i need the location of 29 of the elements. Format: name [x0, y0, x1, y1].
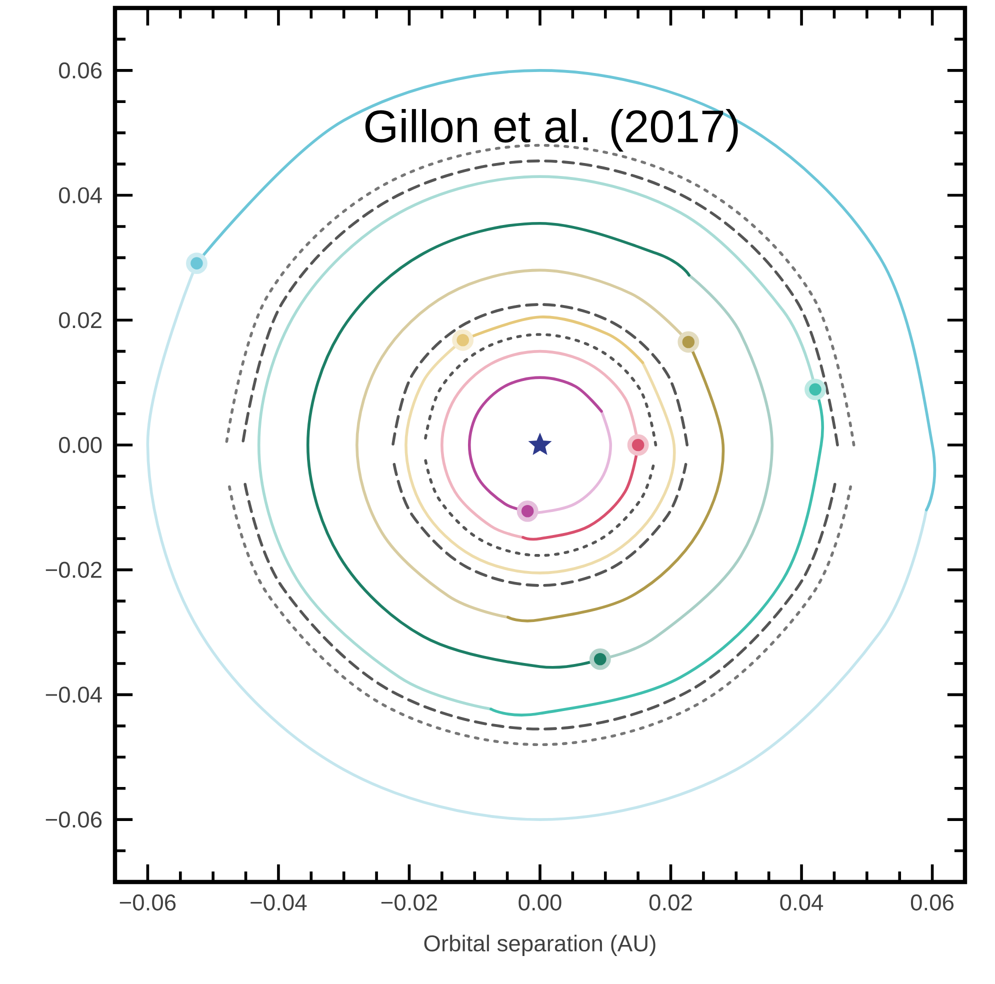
x-tick-label: 0.04: [780, 894, 824, 911]
x-tick-label: 0.00: [518, 894, 562, 911]
x-tick-label: −0.06: [120, 894, 176, 911]
annotation: Gillon et al. (2017): [365, 109, 738, 152]
y-tick-label: 0.06: [59, 62, 102, 78]
point: [589, 648, 611, 670]
line-series: [424, 459, 656, 557]
y-tick-label: −0.04: [46, 686, 102, 703]
line-series: [306, 222, 690, 669]
x-axis-title: Orbital separation (AU): [424, 934, 656, 956]
point: [678, 331, 700, 353]
point: [529, 434, 551, 454]
y-tick-label: −0.06: [46, 811, 102, 828]
point: [627, 434, 649, 456]
y-tick-label: −0.02: [46, 562, 102, 578]
y-tick-label: 0.00: [59, 436, 102, 454]
point: [452, 329, 474, 351]
point: [186, 252, 208, 274]
x-tick-label: 0.02: [649, 894, 692, 911]
x-tick-label: −0.04: [250, 894, 307, 911]
point: [516, 500, 538, 522]
x-tick-label: −0.02: [381, 894, 437, 911]
y-tick-label: 0.02: [59, 312, 102, 328]
line-series: [391, 303, 689, 446]
x-tick-label: 0.06: [910, 894, 954, 911]
line-series: [392, 462, 688, 587]
point: [804, 378, 826, 400]
line-series: [422, 333, 658, 446]
y-tick-label: 0.04: [59, 187, 102, 204]
